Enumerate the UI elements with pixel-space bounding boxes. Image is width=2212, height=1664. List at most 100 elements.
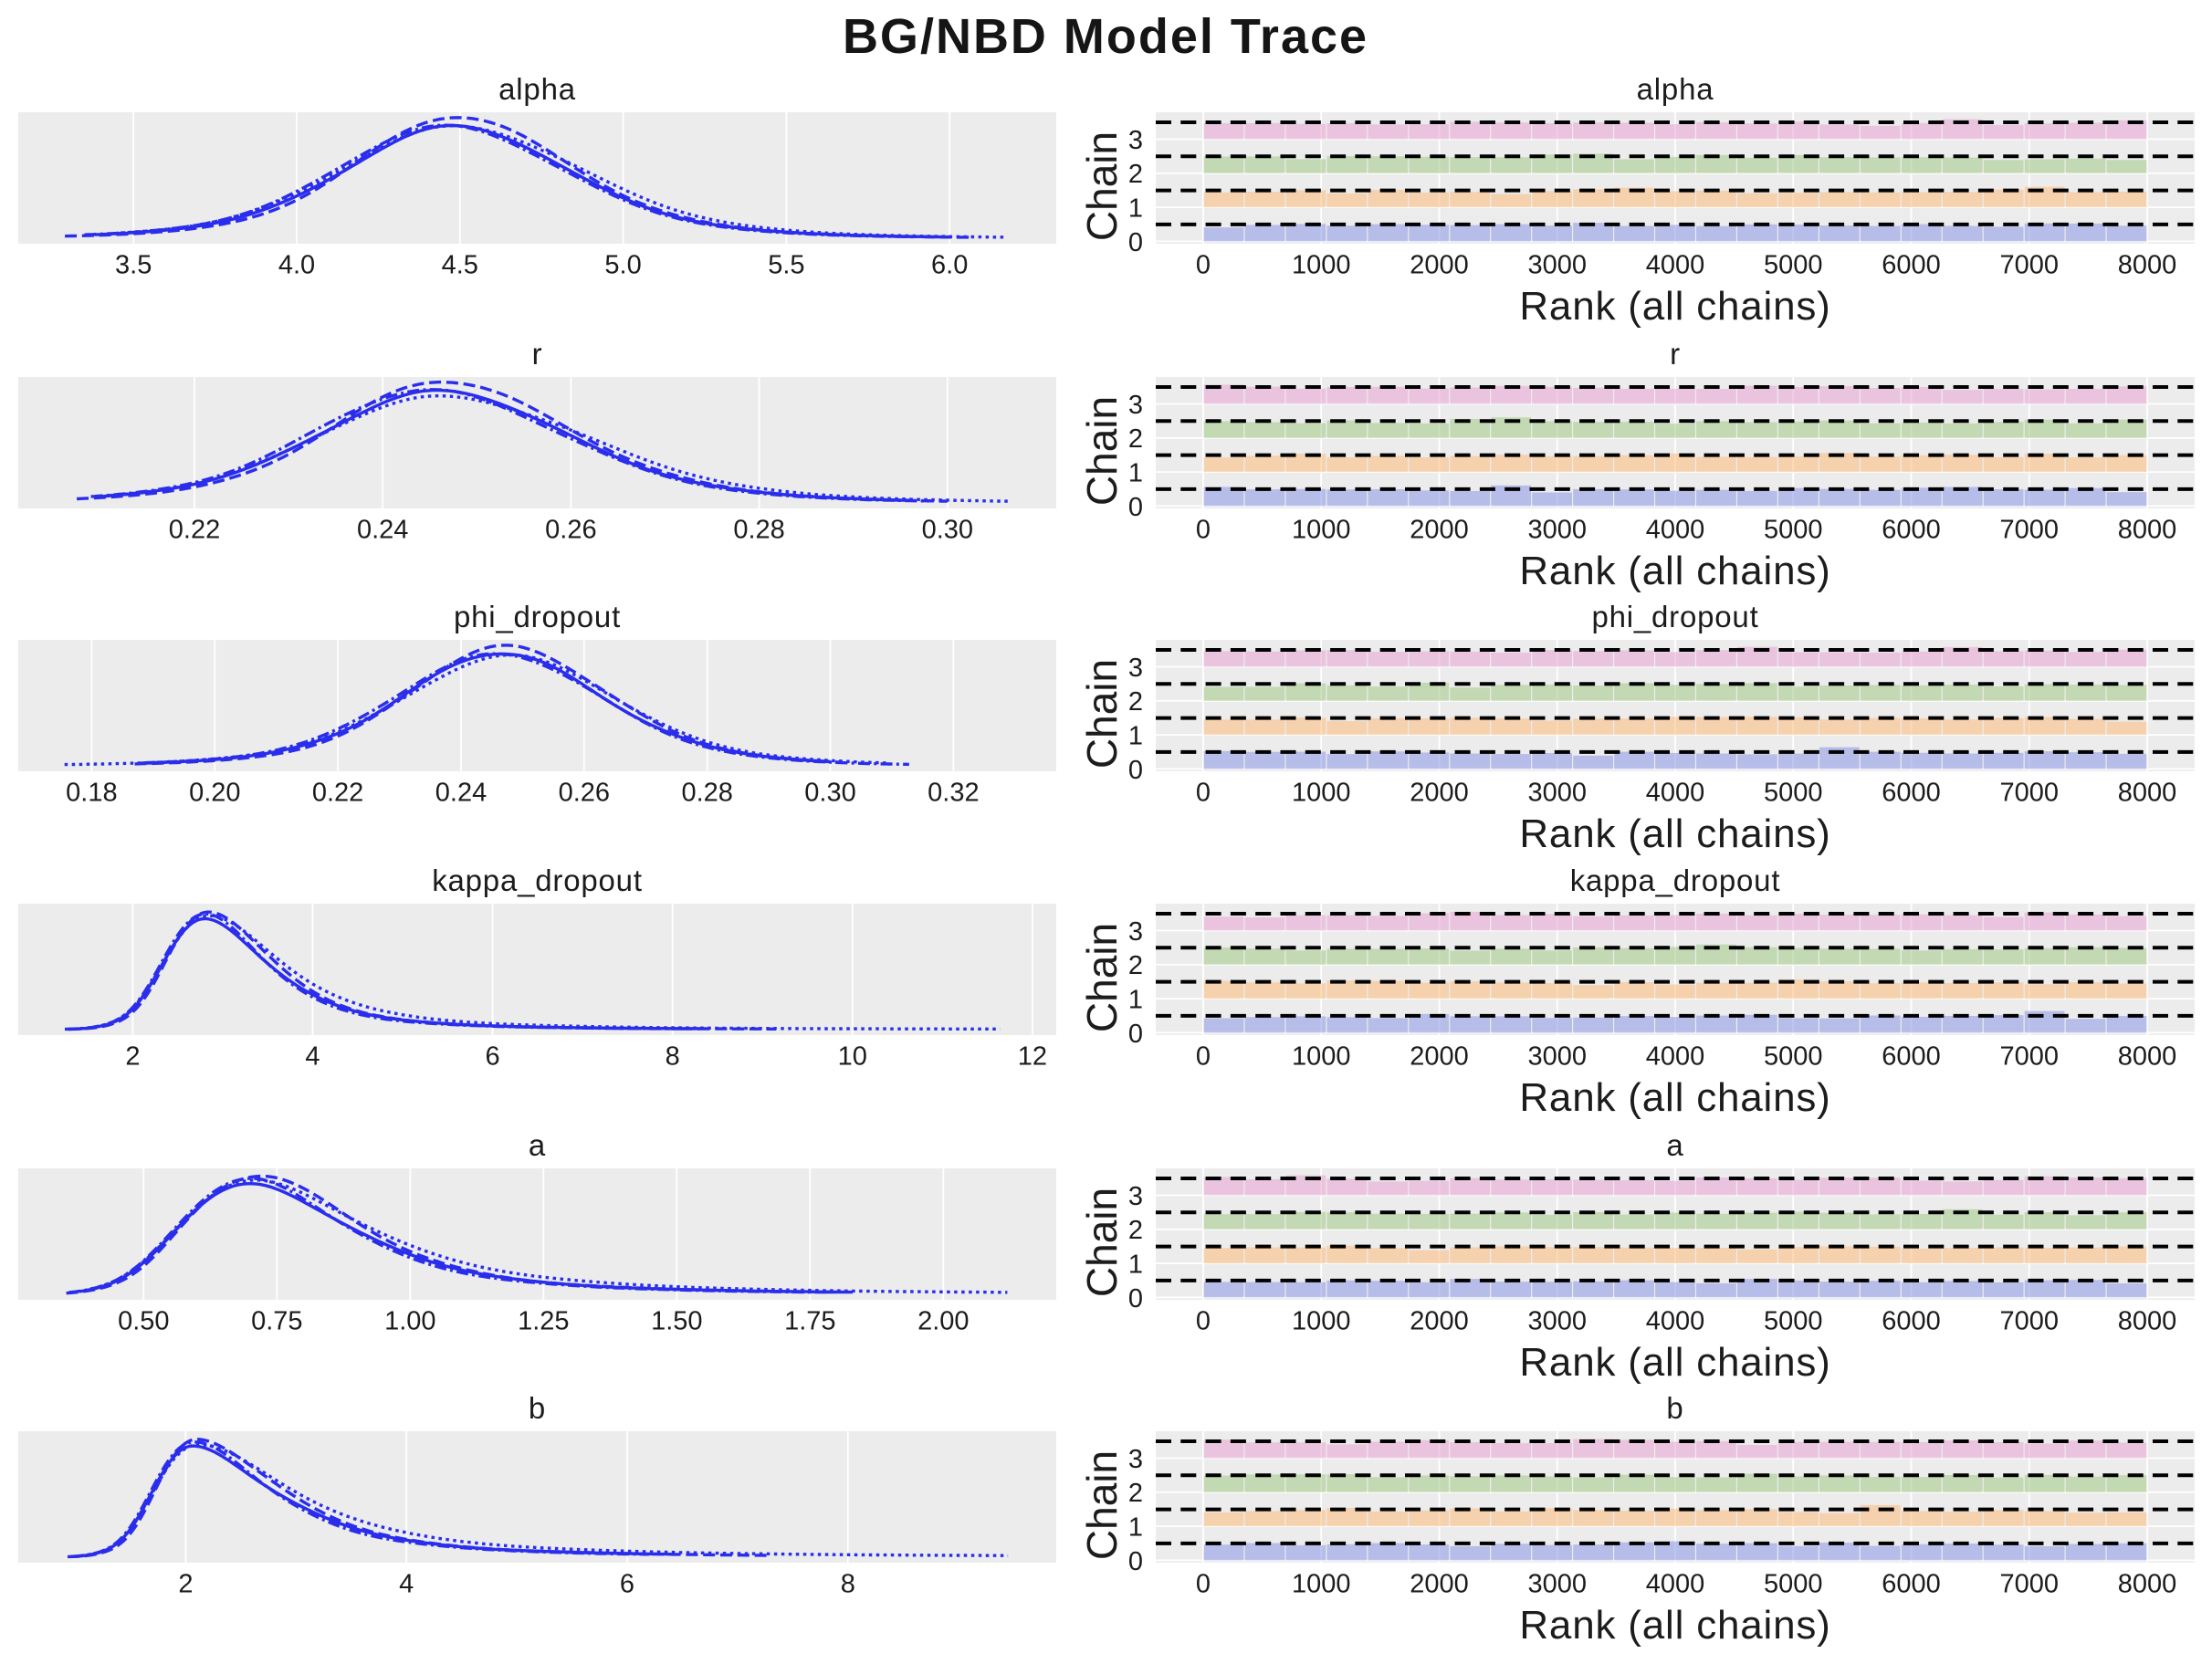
svg-text:0: 0 (1128, 1284, 1143, 1313)
svg-text:Chain: Chain (1078, 1450, 1126, 1560)
svg-text:2: 2 (1128, 1216, 1143, 1245)
svg-text:Chain: Chain (1078, 923, 1126, 1032)
svg-text:5000: 5000 (1764, 251, 1823, 280)
svg-text:5.0: 5.0 (604, 251, 641, 280)
svg-text:5000: 5000 (1764, 516, 1823, 545)
svg-text:0.30: 0.30 (922, 516, 973, 545)
svg-text:5000: 5000 (1764, 779, 1823, 808)
svg-text:1000: 1000 (1292, 1307, 1351, 1336)
svg-text:3: 3 (1128, 654, 1143, 683)
svg-text:a: a (529, 1128, 546, 1162)
svg-text:0.28: 0.28 (681, 779, 732, 808)
svg-text:4000: 4000 (1646, 1307, 1705, 1336)
svg-text:0.22: 0.22 (312, 779, 363, 808)
svg-text:0.20: 0.20 (189, 779, 240, 808)
svg-text:0.22: 0.22 (169, 516, 220, 545)
svg-text:0.24: 0.24 (357, 516, 408, 545)
svg-text:0: 0 (1196, 1570, 1211, 1599)
svg-text:0: 0 (1128, 493, 1143, 522)
svg-text:0.24: 0.24 (435, 779, 487, 808)
svg-text:4000: 4000 (1646, 251, 1705, 280)
svg-text:1000: 1000 (1292, 251, 1351, 280)
svg-text:alpha: alpha (498, 72, 576, 106)
svg-text:0.18: 0.18 (66, 779, 117, 808)
svg-text:1: 1 (1128, 722, 1143, 751)
svg-text:Rank (all chains): Rank (all chains) (1519, 284, 1830, 329)
svg-text:7000: 7000 (2000, 779, 2060, 808)
svg-text:5000: 5000 (1764, 1307, 1823, 1336)
svg-text:4000: 4000 (1646, 779, 1705, 808)
svg-text:2: 2 (1128, 160, 1143, 189)
svg-text:2: 2 (125, 1042, 140, 1072)
svg-text:0.32: 0.32 (928, 779, 979, 808)
svg-text:Chain: Chain (1078, 396, 1126, 506)
svg-text:7000: 7000 (2000, 1042, 2060, 1072)
svg-text:alpha: alpha (1637, 72, 1714, 106)
svg-text:3000: 3000 (1528, 779, 1588, 808)
svg-text:Rank (all chains): Rank (all chains) (1519, 1075, 1830, 1120)
svg-text:1.75: 1.75 (784, 1307, 835, 1336)
svg-text:7000: 7000 (2000, 516, 2060, 545)
svg-text:1000: 1000 (1292, 516, 1351, 545)
svg-text:Rank (all chains): Rank (all chains) (1519, 1603, 1830, 1648)
svg-text:3: 3 (1128, 391, 1143, 420)
svg-text:2: 2 (1128, 687, 1143, 717)
svg-text:0: 0 (1128, 756, 1143, 785)
svg-text:8000: 8000 (2118, 516, 2177, 545)
svg-text:Rank (all chains): Rank (all chains) (1519, 1340, 1830, 1385)
svg-text:8000: 8000 (2118, 779, 2177, 808)
svg-text:6000: 6000 (1882, 516, 1941, 545)
svg-text:2000: 2000 (1410, 779, 1469, 808)
svg-text:2: 2 (1128, 951, 1143, 980)
svg-text:0: 0 (1196, 251, 1211, 280)
svg-text:0: 0 (1128, 228, 1143, 257)
svg-text:7000: 7000 (2000, 251, 2060, 280)
svg-text:2000: 2000 (1410, 1570, 1469, 1599)
svg-text:2: 2 (1128, 1479, 1143, 1508)
svg-text:0.26: 0.26 (559, 779, 610, 808)
svg-text:Chain: Chain (1078, 131, 1126, 241)
svg-text:8000: 8000 (2118, 251, 2177, 280)
svg-text:6000: 6000 (1882, 779, 1941, 808)
svg-text:0: 0 (1128, 1020, 1143, 1049)
svg-text:6: 6 (486, 1042, 500, 1072)
svg-text:8000: 8000 (2118, 1042, 2177, 1072)
svg-text:4000: 4000 (1646, 1570, 1705, 1599)
svg-text:1.50: 1.50 (651, 1307, 702, 1336)
svg-text:3000: 3000 (1528, 516, 1588, 545)
svg-text:3000: 3000 (1528, 1570, 1588, 1599)
svg-text:2000: 2000 (1410, 516, 1469, 545)
svg-text:4000: 4000 (1646, 516, 1705, 545)
svg-text:1: 1 (1128, 986, 1143, 1015)
svg-text:6000: 6000 (1882, 1307, 1941, 1336)
svg-text:3: 3 (1128, 1445, 1143, 1474)
svg-text:Chain: Chain (1078, 1188, 1126, 1297)
svg-text:r: r (1670, 337, 1681, 371)
svg-text:5000: 5000 (1764, 1570, 1823, 1599)
svg-text:1: 1 (1128, 1513, 1143, 1543)
svg-text:1000: 1000 (1292, 1570, 1351, 1599)
svg-text:3: 3 (1128, 1182, 1143, 1211)
svg-text:6000: 6000 (1882, 1570, 1941, 1599)
svg-text:3000: 3000 (1528, 1307, 1588, 1336)
svg-text:12: 12 (1018, 1042, 1047, 1072)
svg-text:1000: 1000 (1292, 779, 1351, 808)
svg-text:0.26: 0.26 (545, 516, 596, 545)
svg-text:2.00: 2.00 (917, 1307, 969, 1336)
svg-text:0: 0 (1196, 1042, 1211, 1072)
svg-text:6000: 6000 (1882, 1042, 1941, 1072)
svg-text:8: 8 (841, 1570, 855, 1599)
svg-text:2: 2 (178, 1570, 193, 1599)
svg-text:6: 6 (620, 1570, 634, 1599)
svg-text:4: 4 (399, 1570, 414, 1599)
svg-text:kappa_dropout: kappa_dropout (1570, 863, 1781, 897)
svg-text:0.30: 0.30 (804, 779, 855, 808)
svg-text:6.0: 6.0 (931, 251, 968, 280)
svg-text:4.0: 4.0 (278, 251, 315, 280)
svg-text:4.5: 4.5 (442, 251, 478, 280)
svg-text:1.00: 1.00 (384, 1307, 435, 1336)
svg-text:2000: 2000 (1410, 1042, 1469, 1072)
svg-text:3: 3 (1128, 126, 1143, 155)
svg-text:Chain: Chain (1078, 659, 1126, 769)
svg-text:0.75: 0.75 (251, 1307, 302, 1336)
